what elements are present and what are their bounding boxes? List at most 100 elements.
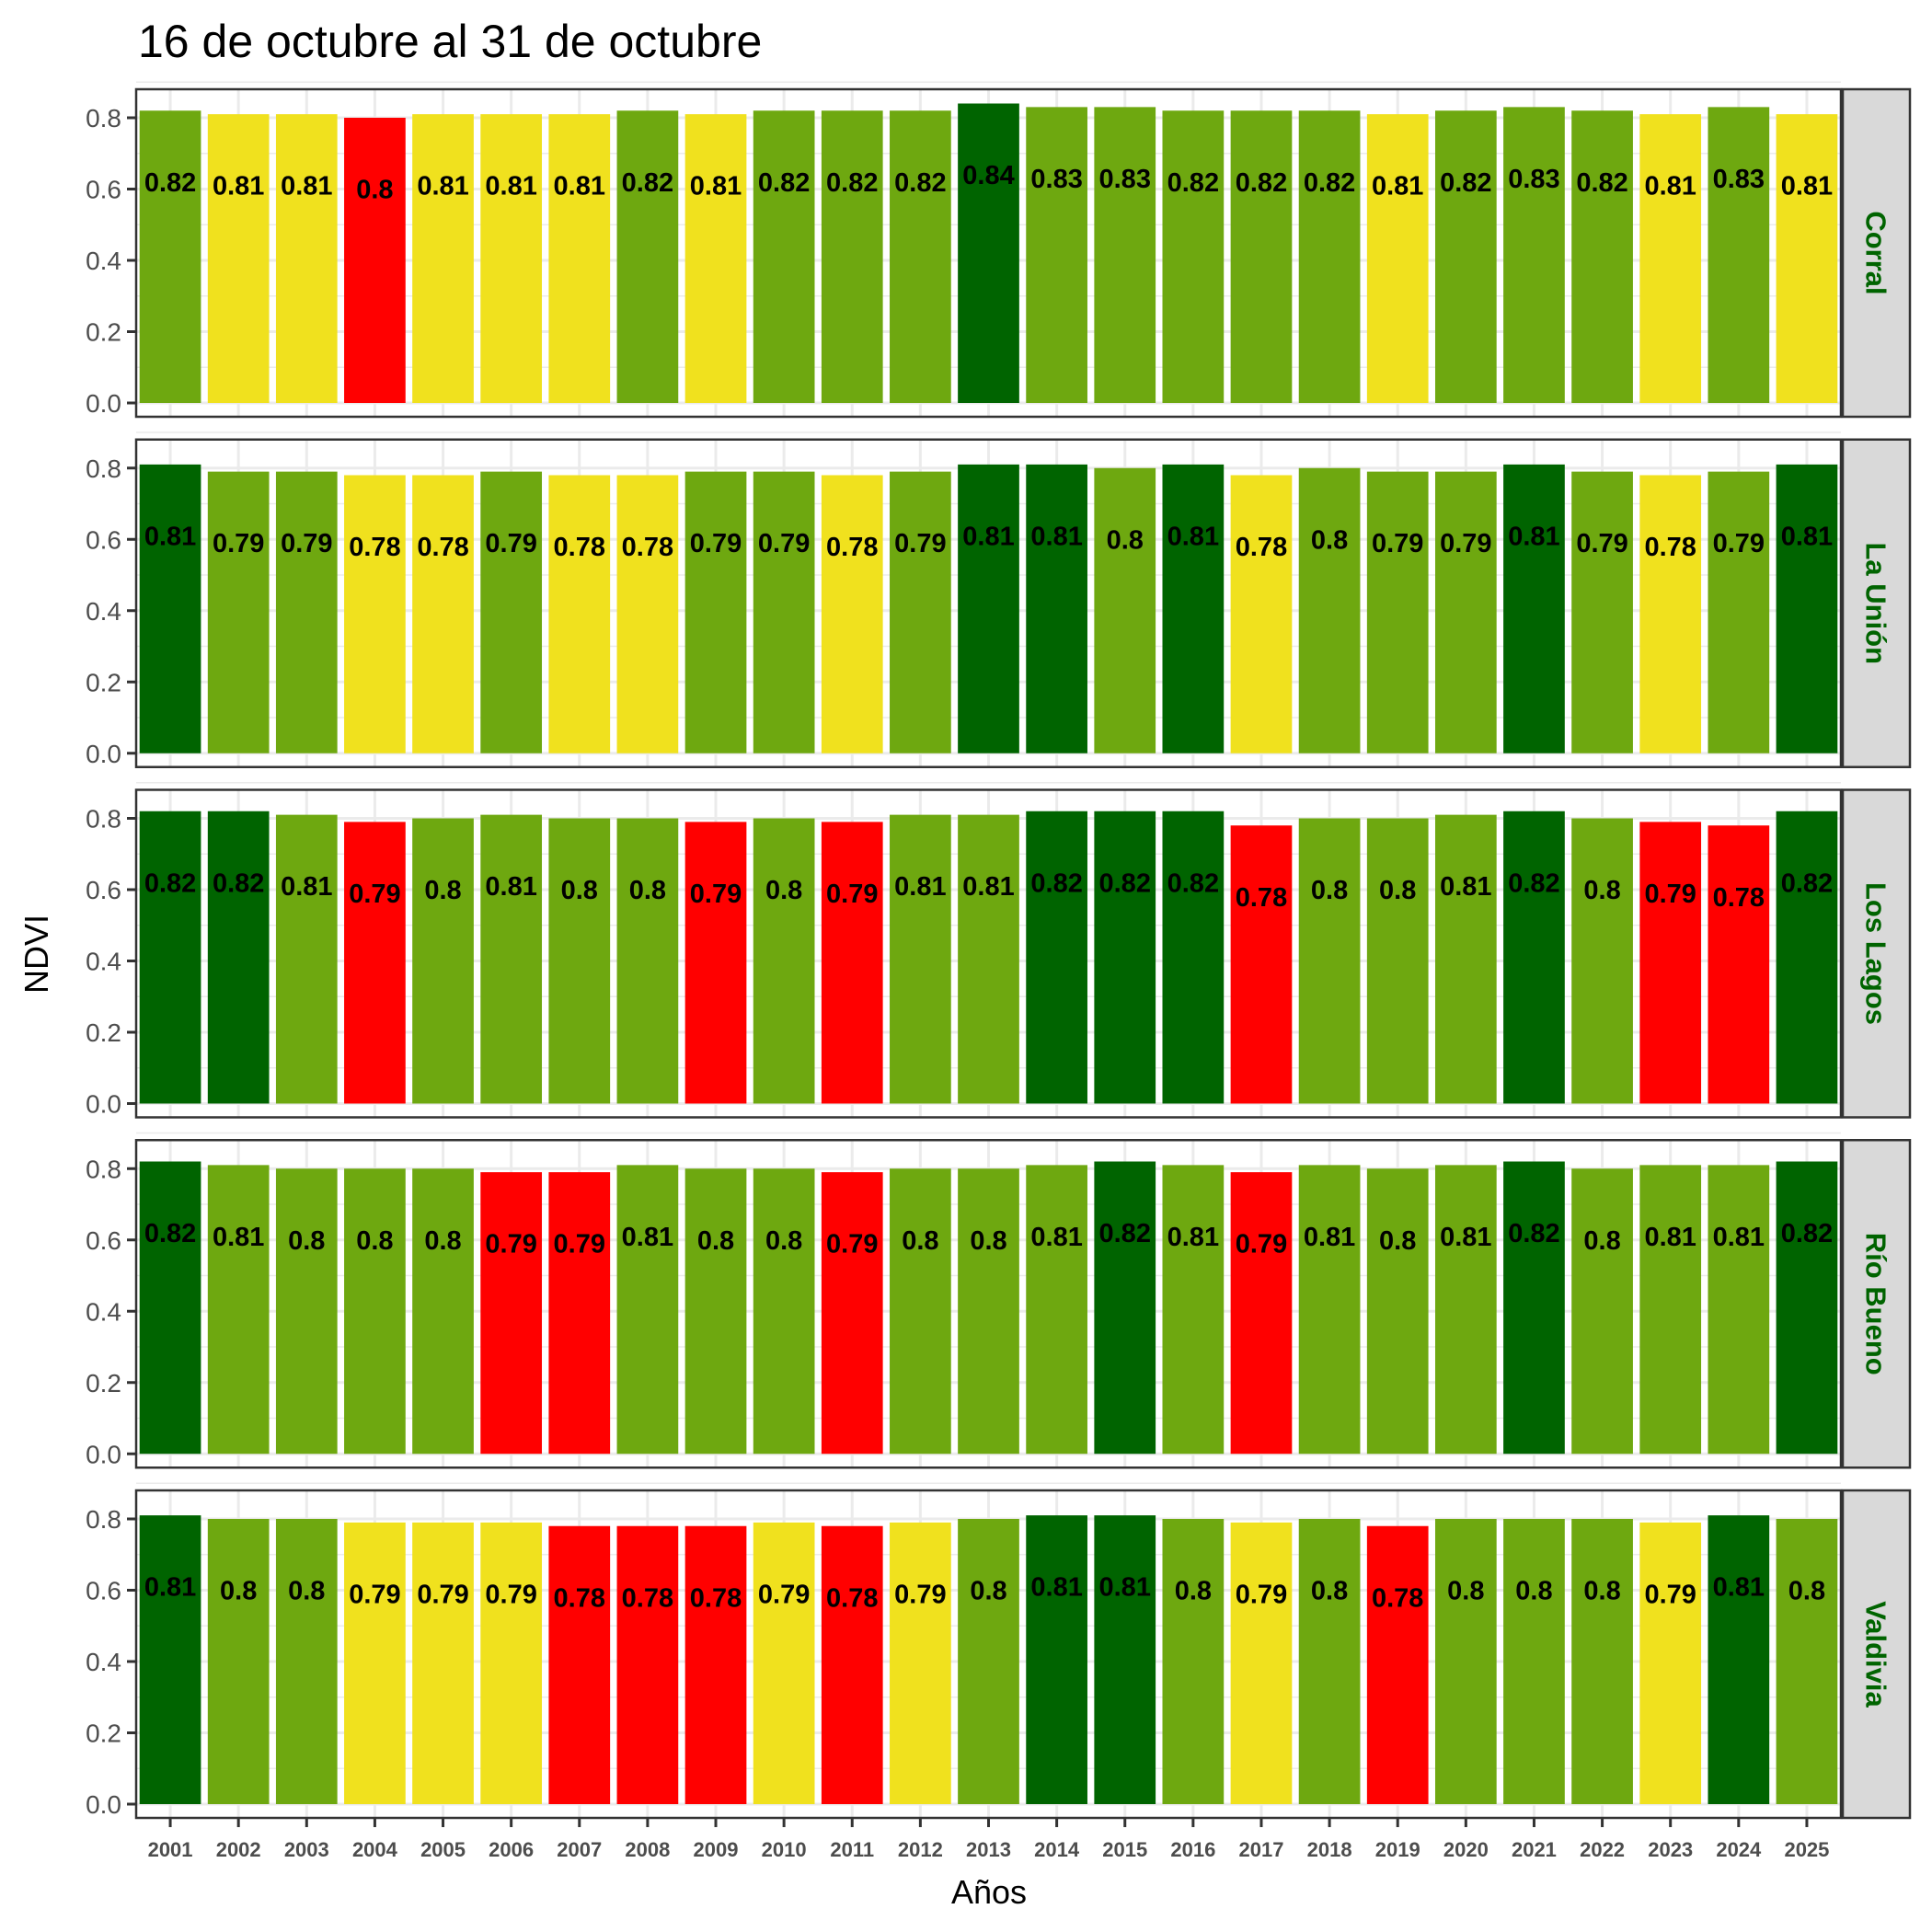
bar-río-bueno-2014 xyxy=(1026,1165,1087,1455)
x-tick-label: 2014 xyxy=(1034,1838,1080,1861)
bar-valdivia-2023 xyxy=(1639,1522,1702,1804)
y-tick-label: 0.4 xyxy=(86,597,121,626)
bar-la-unión-2019 xyxy=(1366,471,1429,753)
bar-value-label: 0.82 xyxy=(894,168,946,198)
bar-value-label: 0.81 xyxy=(144,1573,196,1603)
bar-río-bueno-2005 xyxy=(412,1168,474,1455)
bar-value-label: 0.8 xyxy=(356,1226,393,1256)
bar-valdivia-2006 xyxy=(480,1522,543,1804)
x-tick-label: 2020 xyxy=(1443,1838,1489,1861)
y-tick-label: 0.0 xyxy=(86,1090,121,1119)
bar-value-label: 0.81 xyxy=(690,172,742,201)
bar-corral-2001 xyxy=(139,110,201,403)
bar-valdivia-2003 xyxy=(275,1519,338,1804)
bar-value-label: 0.82 xyxy=(1099,868,1151,898)
bar-corral-2015 xyxy=(1094,107,1156,403)
x-tick-label: 2023 xyxy=(1648,1838,1693,1861)
bar-los-lagos-2003 xyxy=(275,814,338,1104)
facet-panel-río-bueno: 0.82 0.81 0.8 0.8 0.8 0.79 0.79 0.81 0.8 0.8 0.79 0… xyxy=(86,1132,1912,1469)
bar-la-unión-2006 xyxy=(480,471,543,753)
bar-valdivia-2008 xyxy=(616,1525,679,1804)
bar-value-label: 0.81 xyxy=(962,872,1014,902)
bar-value-label: 0.82 xyxy=(144,868,196,898)
bar-value-label: 0.79 xyxy=(1644,1580,1696,1609)
y-tick-label: 0.6 xyxy=(86,525,121,554)
bar-río-bueno-2008 xyxy=(616,1165,679,1455)
bar-los-lagos-2004 xyxy=(344,822,406,1104)
bar-value-label: 0.79 xyxy=(1372,529,1423,558)
bar-value-label: 0.82 xyxy=(144,168,196,198)
bar-value-label: 0.82 xyxy=(144,1219,196,1248)
bar-río-bueno-2011 xyxy=(821,1172,883,1455)
y-tick-label: 0.8 xyxy=(86,1505,121,1534)
facet-strip-label: Valdivia xyxy=(1860,1601,1892,1708)
bar-value-label: 0.81 xyxy=(1167,1223,1219,1252)
bar-value-label: 0.79 xyxy=(826,1230,878,1259)
bar-corral-2010 xyxy=(753,110,815,403)
bar-río-bueno-2025 xyxy=(1776,1161,1838,1455)
bar-valdivia-2025 xyxy=(1776,1519,1838,1804)
bar-la-unión-2010 xyxy=(753,471,815,753)
bar-río-bueno-2016 xyxy=(1162,1165,1225,1455)
x-tick-label: 2013 xyxy=(966,1838,1011,1861)
bar-los-lagos-2018 xyxy=(1298,818,1361,1104)
bar-la-unión-2020 xyxy=(1434,471,1497,753)
bar-value-label: 0.81 xyxy=(622,1223,673,1252)
bar-valdivia-2009 xyxy=(684,1525,747,1804)
y-tick-label: 0.4 xyxy=(86,1648,121,1676)
bar-la-unión-2011 xyxy=(821,475,883,753)
bar-valdivia-2002 xyxy=(207,1519,270,1804)
bar-los-lagos-2025 xyxy=(1776,811,1838,1104)
bar-value-label: 0.79 xyxy=(349,880,400,909)
bar-value-label: 0.8 xyxy=(1583,1577,1620,1606)
bar-los-lagos-2011 xyxy=(821,822,883,1104)
bar-la-unión-2021 xyxy=(1503,464,1565,753)
x-tick-label: 2001 xyxy=(148,1838,193,1861)
panel-border xyxy=(134,788,1843,1119)
bar-value-label: 0.8 xyxy=(970,1226,1006,1256)
bar-value-label: 0.81 xyxy=(213,1223,264,1252)
bar-la-unión-2022 xyxy=(1571,471,1633,753)
bar-valdivia-2021 xyxy=(1503,1519,1565,1804)
bar-value-label: 0.83 xyxy=(1508,165,1559,194)
bar-río-bueno-2007 xyxy=(548,1172,611,1455)
y-tick-label: 0.8 xyxy=(86,1155,121,1183)
bar-río-bueno-2012 xyxy=(890,1168,951,1455)
bar-value-label: 0.8 xyxy=(1311,1577,1348,1606)
bar-value-label: 0.81 xyxy=(1644,1223,1696,1252)
bar-corral-2013 xyxy=(958,103,1019,403)
y-tick-label: 0.2 xyxy=(86,1369,121,1397)
bar-value-label: 0.81 xyxy=(894,872,946,902)
bar-corral-2025 xyxy=(1776,114,1838,403)
bar-corral-2021 xyxy=(1503,107,1565,403)
bar-value-label: 0.79 xyxy=(894,529,946,558)
facet-panels: 0.82 0.81 0.81 0.8 0.81 0.81 0.81 0.82 0.81 0.82 0… xyxy=(86,81,1912,1820)
bar-value-label: 0.82 xyxy=(1167,168,1219,198)
bar-value-label: 0.78 xyxy=(690,1583,742,1613)
y-tick-label: 0.4 xyxy=(86,1297,121,1326)
bar-corral-2016 xyxy=(1162,110,1225,403)
x-axis-ticks: 2001 2002 2003 2004 2005 2006 2007 2008 2009 2010… xyxy=(148,1818,1829,1861)
bar-value-label: 0.81 xyxy=(281,172,332,201)
bar-value-label: 0.78 xyxy=(1236,533,1287,562)
bar-value-label: 0.82 xyxy=(758,168,810,198)
bar-value-label: 0.78 xyxy=(622,533,673,562)
bar-value-label: 0.78 xyxy=(417,533,468,562)
bar-value-label: 0.81 xyxy=(1304,1223,1355,1252)
bar-value-label: 0.8 xyxy=(697,1226,734,1256)
y-tick-label: 0.6 xyxy=(86,876,121,904)
panel-border xyxy=(134,438,1843,768)
bar-value-label: 0.8 xyxy=(902,1226,938,1256)
bar-value-label: 0.82 xyxy=(1304,168,1355,198)
x-tick-label: 2009 xyxy=(694,1838,739,1861)
bar-la-unión-2016 xyxy=(1162,464,1225,753)
y-tick-label: 0.6 xyxy=(86,176,121,204)
bar-value-label: 0.78 xyxy=(1372,1583,1423,1613)
bar-value-label: 0.79 xyxy=(894,1580,946,1609)
bar-la-unión-2018 xyxy=(1298,467,1361,753)
bar-los-lagos-2005 xyxy=(412,818,474,1104)
bar-los-lagos-2001 xyxy=(139,811,201,1104)
bar-valdivia-2013 xyxy=(958,1519,1019,1804)
bar-value-label: 0.79 xyxy=(1576,529,1627,558)
